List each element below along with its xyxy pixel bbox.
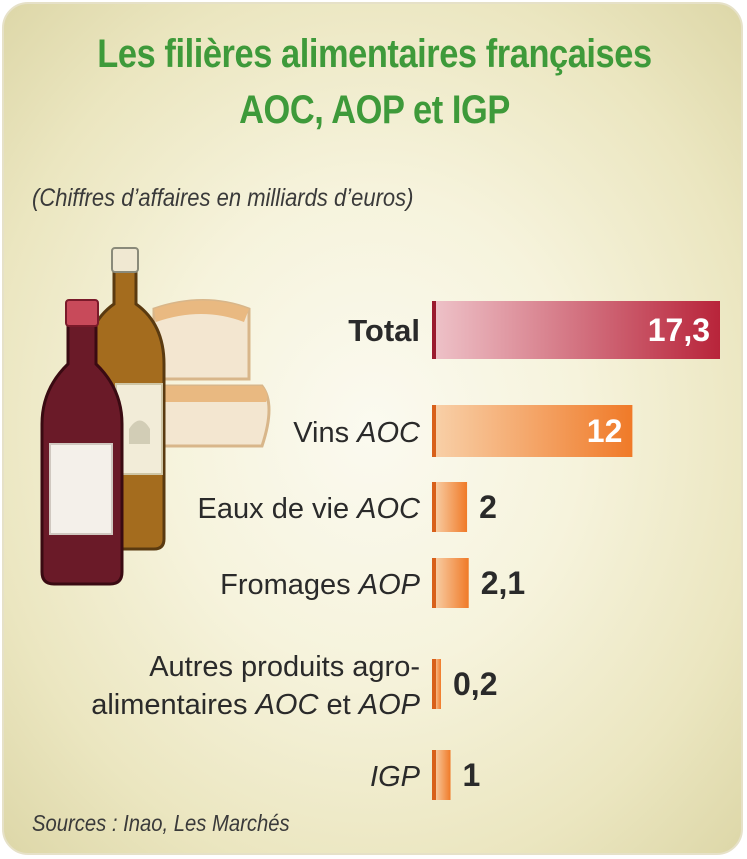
- bar-5: [434, 750, 451, 800]
- category-label-5: IGP: [370, 761, 421, 793]
- bar-0: [434, 301, 720, 359]
- category-label-1: Vins AOC: [293, 417, 421, 449]
- category-label-4-line1: alimentaires AOC et AOP: [91, 689, 420, 721]
- chart-subtitle: (Chiffres d’affaires en milliards d’euro…: [32, 184, 414, 212]
- bar-base-5: [432, 750, 436, 800]
- bar-base-4: [432, 659, 436, 709]
- bar-base-2: [432, 482, 436, 532]
- category-label-4-line0: Autres produits agro-: [149, 651, 420, 683]
- cheese-icon: [152, 299, 271, 448]
- value-label-0: 17,3: [648, 312, 710, 348]
- bar-base-1: [432, 405, 436, 457]
- category-label-0: Total: [348, 313, 420, 348]
- bar-base-0: [432, 301, 436, 359]
- wine-cheese-illustration: [40, 247, 271, 586]
- bar-1: [434, 405, 633, 457]
- category-label-2: Eaux de vie AOC: [198, 493, 422, 525]
- red-wine-bottle-icon: [40, 299, 124, 586]
- value-label-5: 1: [463, 757, 481, 793]
- bar-base-3: [432, 558, 436, 608]
- chart-sources: Sources : Inao, Les Marchés: [32, 810, 290, 836]
- bar-chart: 17,3 Total 12 Vins AOC 2 Eaux de vie AOC 2,1 Fr…: [91, 301, 720, 800]
- chart-title-line1: Les filières alimentaires françaises: [97, 32, 652, 76]
- value-label-3: 2,1: [481, 565, 525, 601]
- chart-title-line2: AOC, AOP et IGP: [239, 88, 510, 132]
- bar-4: [434, 659, 441, 709]
- bar-2: [434, 482, 468, 532]
- value-label-2: 2: [479, 489, 497, 525]
- category-label-3: Fromages AOP: [220, 569, 421, 601]
- bar-3: [434, 558, 469, 608]
- value-label-4: 0,2: [453, 666, 497, 702]
- value-label-1: 12: [587, 413, 623, 449]
